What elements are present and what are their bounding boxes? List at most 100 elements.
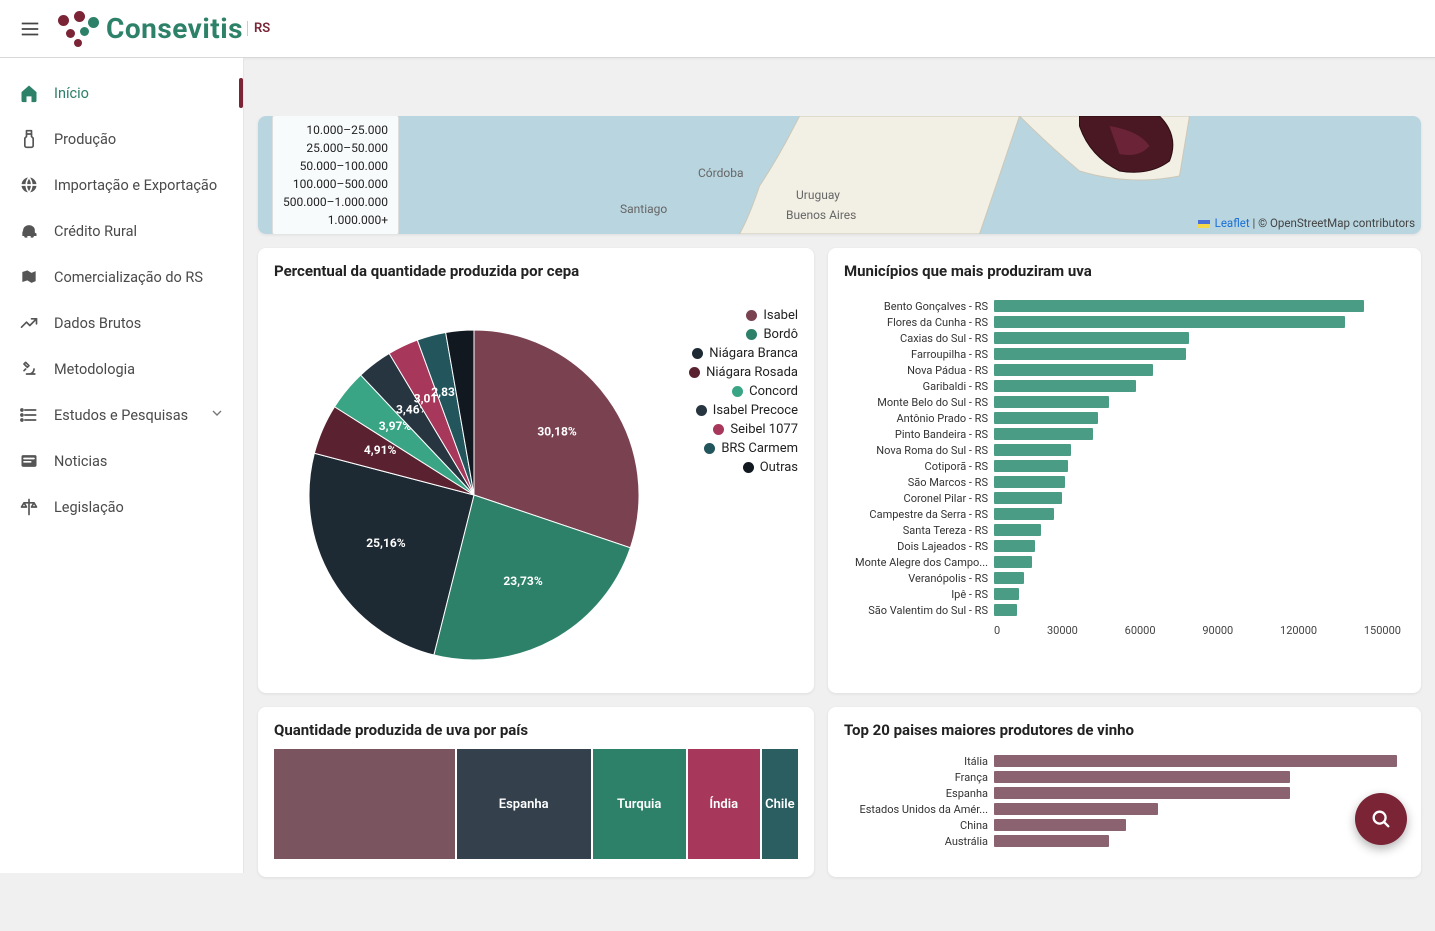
wine-bar-label: Espanha <box>844 787 994 800</box>
hbar-row[interactable]: Dois Lajeados - RS <box>844 538 1405 554</box>
wine-bar-row[interactable]: Austrália <box>844 833 1405 849</box>
list-icon <box>18 404 40 426</box>
hbar-row[interactable]: Monte Alegre dos Campo... <box>844 554 1405 570</box>
pie-legend-item[interactable]: Niágara Branca <box>654 346 798 361</box>
map-card: CórdobaSantiagoBuenos AiresUruguay 10.00… <box>258 116 1421 234</box>
brand-suffix: RS <box>247 21 270 36</box>
sidebar-item-state[interactable]: Comercialização do RS <box>0 254 243 300</box>
hbar-row[interactable]: Cotiporã - RS <box>844 458 1405 474</box>
treemap-card: Quantidade produzida de uva por país Esp… <box>258 707 814 877</box>
wine-bar-row[interactable]: França <box>844 769 1405 785</box>
hbar-label: Farroupilha - RS <box>844 348 994 361</box>
sidebar-item-piggy[interactable]: Crédito Rural <box>0 208 243 254</box>
municipios-axis: 0300006000090000120000150000 <box>994 624 1405 637</box>
pie-legend-item[interactable]: Seibel 1077 <box>654 422 798 437</box>
legend-label: Bordô <box>763 327 798 342</box>
municipios-title: Municípios que mais produziram uva <box>844 262 1405 280</box>
sidebar-item-home[interactable]: Início <box>0 70 243 116</box>
hbar-row[interactable]: Monte Belo do Sul - RS <box>844 394 1405 410</box>
axis-tick: 30000 <box>1047 624 1078 637</box>
hbar-label: Garibaldi - RS <box>844 380 994 393</box>
hbar-label: São Valentim do Sul - RS <box>844 604 994 617</box>
legend-swatch-icon <box>732 386 743 397</box>
treemap-cell-label: Turquia <box>617 797 661 812</box>
treemap-cell[interactable]: Chile <box>762 749 798 859</box>
hbar-row[interactable]: Campestre da Serra - RS <box>844 506 1405 522</box>
treemap-cell[interactable]: Espanha <box>457 749 591 859</box>
treemap-cell-label: Chile <box>765 797 795 812</box>
pie-legend-item[interactable]: Concord <box>654 384 798 399</box>
sidebar-item-trend[interactable]: Dados Brutos <box>0 300 243 346</box>
legend-label: Outras <box>760 460 798 475</box>
hbar-label: Coronel Pilar - RS <box>844 492 994 505</box>
brand-name: Consevitis <box>106 12 243 45</box>
news-icon <box>18 450 40 472</box>
treemap-cell[interactable]: Índia <box>688 749 760 859</box>
hbar-row[interactable]: Farroupilha - RS <box>844 346 1405 362</box>
treemap-chart[interactable]: Espanha Turquia Índia Chile <box>274 749 798 859</box>
wine-bar-row[interactable]: Itália <box>844 753 1405 769</box>
hbar-row[interactable]: Flores da Cunha - RS <box>844 314 1405 330</box>
hbar-row[interactable]: São Valentim do Sul - RS <box>844 602 1405 618</box>
axis-tick: 120000 <box>1280 624 1317 637</box>
wine-bar-row[interactable]: Estados Unidos da Amér... <box>844 801 1405 817</box>
legend-label: Niágara Branca <box>709 346 798 361</box>
wine-bar-row[interactable]: Espanha <box>844 785 1405 801</box>
map-city-label: Uruguay <box>796 188 840 202</box>
pie-legend-item[interactable]: Isabel <box>654 308 798 323</box>
hbar-label: Bento Gonçalves - RS <box>844 300 994 313</box>
pie-legend: Isabel Bordô Niágara Branca Niágara Rosada C… <box>654 290 798 680</box>
sidebar-item-microscope[interactable]: Metodologia <box>0 346 243 392</box>
wine-bar-label: Austrália <box>844 835 994 848</box>
hbar-row[interactable]: Caxias do Sul - RS <box>844 330 1405 346</box>
pie-legend-item[interactable]: Bordô <box>654 327 798 342</box>
map-city-label: Córdoba <box>698 166 744 180</box>
hbar-row[interactable]: Coronel Pilar - RS <box>844 490 1405 506</box>
bottle-icon <box>18 128 40 150</box>
hbar-row[interactable]: São Marcos - RS <box>844 474 1405 490</box>
search-fab-button[interactable] <box>1355 793 1407 845</box>
pie-chart-card: Percentual da quantidade produzida por c… <box>258 248 814 693</box>
sidebar-item-globe[interactable]: Importação e Exportação <box>0 162 243 208</box>
hbar-row[interactable]: Nova Roma do Sul - RS <box>844 442 1405 458</box>
hbar-row[interactable]: Pinto Bandeira - RS <box>844 426 1405 442</box>
home-icon <box>18 82 40 104</box>
brand-logo[interactable]: Consevitis RS <box>56 9 270 49</box>
treemap-cell[interactable] <box>274 749 455 859</box>
municipios-chart[interactable]: Bento Gonçalves - RSFlores da Cunha - RS… <box>844 298 1405 618</box>
menu-toggle-button[interactable] <box>12 11 48 47</box>
hbar-row[interactable]: Veranópolis - RS <box>844 570 1405 586</box>
hbar-row[interactable]: Ipê - RS <box>844 586 1405 602</box>
hbar-row[interactable]: Bento Gonçalves - RS <box>844 298 1405 314</box>
legend-label: Isabel Precoce <box>713 403 798 418</box>
wine-bar-row[interactable]: China <box>844 817 1405 833</box>
sidebar-item-news[interactable]: Noticias <box>0 438 243 484</box>
wine-producers-card: Top 20 paises maiores produtores de vinh… <box>828 707 1421 877</box>
hbar-label: Antônio Prado - RS <box>844 412 994 425</box>
sidebar-item-bottle[interactable]: Produção <box>0 116 243 162</box>
map-city-label: Santiago <box>620 202 667 216</box>
state-icon <box>18 266 40 288</box>
hbar-row[interactable]: Antônio Prado - RS <box>844 410 1405 426</box>
pie-slice-label: 23,73% <box>503 574 542 588</box>
sidebar-item-label: Noticias <box>54 453 107 470</box>
pie-legend-item[interactable]: Niágara Rosada <box>654 365 798 380</box>
pie-legend-item[interactable]: Outras <box>654 460 798 475</box>
hbar-row[interactable]: Santa Tereza - RS <box>844 522 1405 538</box>
pie-legend-item[interactable]: BRS Carmem <box>654 441 798 456</box>
hbar-label: Pinto Bandeira - RS <box>844 428 994 441</box>
leaflet-link[interactable]: Leaflet <box>1215 216 1250 230</box>
hbar-row[interactable]: Nova Pádua - RS <box>844 362 1405 378</box>
hbar-row[interactable]: Garibaldi - RS <box>844 378 1405 394</box>
pie-legend-item[interactable]: Isabel Precoce <box>654 403 798 418</box>
pie-slice-label: 25,16% <box>366 536 405 550</box>
wine-producers-chart[interactable]: ItáliaFrança EspanhaEstados Unidos da Amé… <box>844 753 1405 849</box>
treemap-cell[interactable]: Turquia <box>593 749 686 859</box>
hbar-label: São Marcos - RS <box>844 476 994 489</box>
sidebar-item-law[interactable]: Legislação <box>0 484 243 530</box>
pie-chart[interactable]: 30,18%23,73%25,16%4,91%3,97%3,46%3,01%2,… <box>274 290 654 680</box>
menu-icon <box>19 18 41 40</box>
legend-label: Seibel 1077 <box>730 422 798 437</box>
sidebar-item-list[interactable]: Estudos e Pesquisas <box>0 392 243 438</box>
hbar-label: Dois Lajeados - RS <box>844 540 994 553</box>
